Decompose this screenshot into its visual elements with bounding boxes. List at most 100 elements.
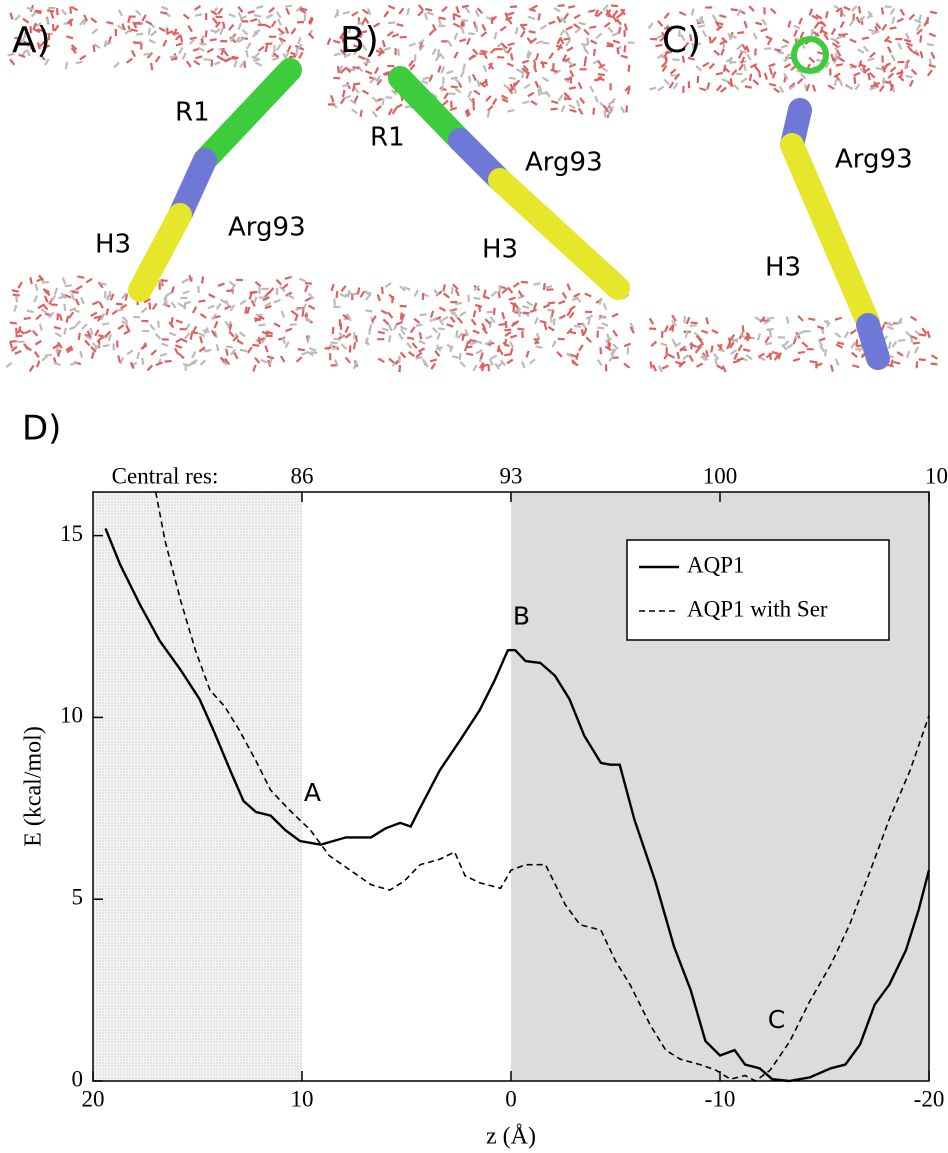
water [353,86,360,94]
water [521,305,530,309]
water [15,295,19,303]
water [413,289,419,297]
water [514,26,519,35]
water [438,318,445,326]
water [473,285,480,292]
water [565,25,573,31]
water [705,349,709,358]
water [690,321,698,325]
water [106,21,114,25]
water [390,295,395,304]
x-tick-label: 0 [505,1086,517,1111]
water [225,348,229,356]
water [521,67,529,74]
water [526,51,533,60]
water [812,31,820,37]
water [239,299,247,306]
water [891,340,898,348]
water [830,37,838,42]
water [12,293,20,297]
water [557,4,565,8]
water [745,354,753,361]
water [568,305,576,311]
water [568,86,577,90]
water [543,322,548,331]
water [819,345,826,353]
water [387,324,393,332]
water [113,61,120,69]
water [63,327,67,335]
water [768,82,777,87]
water [120,320,129,326]
water [154,55,161,63]
water [69,306,77,312]
water [361,17,367,25]
water [343,94,352,100]
water [100,313,106,321]
water [867,73,871,81]
water [835,7,843,13]
water [620,54,629,59]
water [228,323,233,331]
water [581,322,587,330]
water [758,356,766,362]
water [849,38,857,44]
water [264,301,272,308]
water [161,5,169,11]
water [64,61,69,70]
water [290,309,298,316]
water [569,108,577,113]
water [529,308,538,314]
water [383,10,390,18]
water [672,82,679,90]
water [333,298,336,306]
water [69,19,73,27]
water [9,58,16,66]
water [175,42,183,47]
water [129,361,135,370]
water [729,77,734,86]
water [442,292,450,299]
water [720,48,725,56]
water [521,361,526,369]
water [799,31,805,39]
water [380,286,384,294]
water [36,42,41,50]
water [739,49,747,54]
water [586,37,590,45]
water [745,332,752,340]
water [453,77,461,84]
water [55,8,59,16]
water [104,41,112,47]
water [455,330,459,338]
water [252,343,260,347]
water [715,71,724,76]
water [766,38,773,46]
water [716,84,723,92]
water [230,348,236,356]
water [157,320,160,328]
water [84,334,93,341]
water [545,90,551,98]
water [537,88,541,96]
water [497,291,501,299]
water [79,54,87,61]
water [381,327,389,332]
water [334,359,339,367]
water [501,97,509,103]
water [509,83,515,91]
water [281,283,289,290]
water [827,84,835,90]
water [617,26,622,34]
water [236,339,244,345]
water [149,323,156,331]
water [415,351,423,358]
water [858,60,863,68]
water [423,12,428,20]
water [504,328,512,332]
water [30,10,38,18]
water [57,341,63,349]
water [566,46,574,52]
water [585,314,594,320]
water [456,332,463,340]
